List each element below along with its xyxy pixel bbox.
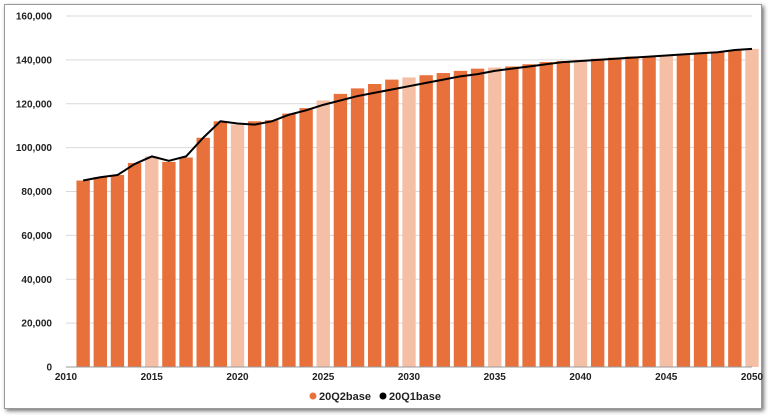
bar: [145, 156, 159, 367]
bar: [676, 54, 691, 367]
y-tick-label: 120,000: [16, 99, 53, 110]
bar: [453, 70, 468, 367]
x-tick-label: 2010: [55, 372, 78, 383]
bar: [745, 48, 759, 367]
y-tick-label: 60,000: [21, 231, 52, 242]
bar: [93, 177, 107, 367]
bar: [213, 121, 228, 367]
series-line-20Q1base: [82, 47, 753, 182]
x-tick-label: 2035: [484, 372, 507, 383]
bar: [642, 56, 656, 367]
x-tick-label: 2020: [226, 372, 249, 383]
x-tick-label: 2025: [312, 372, 335, 383]
bar: [488, 67, 502, 367]
bar: [110, 175, 125, 367]
y-tick-label: 160,000: [16, 12, 53, 23]
x-axis-ticks: 2010 2015 2020 2025 2030 2035 2040 2045 2050: [55, 372, 764, 383]
bar: [127, 162, 142, 367]
bar: [333, 93, 348, 368]
bar: [368, 84, 382, 367]
bar: [402, 77, 416, 368]
bar: [505, 66, 519, 368]
bar: [316, 100, 330, 367]
legend-label: 20Q1base: [389, 391, 441, 403]
bar: [659, 55, 673, 368]
y-tick-label: 80,000: [21, 187, 52, 198]
bar: [76, 180, 90, 367]
bar: [539, 62, 553, 367]
legend-marker: [309, 392, 317, 400]
bar: [196, 137, 210, 367]
bar: [711, 52, 725, 368]
bar: [419, 75, 433, 367]
bar: [522, 64, 536, 367]
bar: [350, 88, 365, 368]
y-tick-label: 100,000: [16, 143, 53, 154]
legend-label: 20Q2base: [319, 391, 371, 403]
bar: [436, 73, 450, 367]
bar: [728, 50, 742, 368]
bar: [282, 113, 296, 367]
x-tick-label: 2050: [741, 372, 764, 383]
x-tick-label: 2015: [141, 372, 164, 383]
bar: [556, 60, 571, 368]
bar: [230, 124, 245, 367]
y-axis-ticks: 0 20,000 40,000 60,000 80,000 100,000 120,000 1…: [16, 12, 53, 374]
bar-series-20Q2base: [76, 48, 759, 368]
bar: [247, 121, 262, 367]
y-tick-label: 140,000: [16, 55, 53, 66]
bar: [179, 157, 193, 367]
bar: [590, 58, 605, 367]
legend: 20Q2base 20Q1base: [309, 391, 441, 403]
bar: [299, 108, 313, 367]
bar: [162, 161, 176, 367]
y-tick-label: 40,000: [21, 275, 52, 286]
y-tick-label: 20,000: [21, 319, 52, 330]
line-series-20Q1base: [82, 47, 753, 182]
bar: [625, 56, 639, 367]
bar: [573, 59, 588, 367]
bar: [385, 79, 399, 368]
bar: [608, 57, 622, 368]
legend-marker: [379, 392, 387, 400]
x-tick-label: 2040: [569, 372, 592, 383]
bar: [470, 68, 485, 368]
bar: [693, 53, 708, 367]
x-tick-label: 2030: [398, 372, 421, 383]
bar: [265, 120, 279, 367]
x-tick-label: 2045: [655, 372, 678, 383]
y-tick-label: 0: [46, 363, 52, 374]
